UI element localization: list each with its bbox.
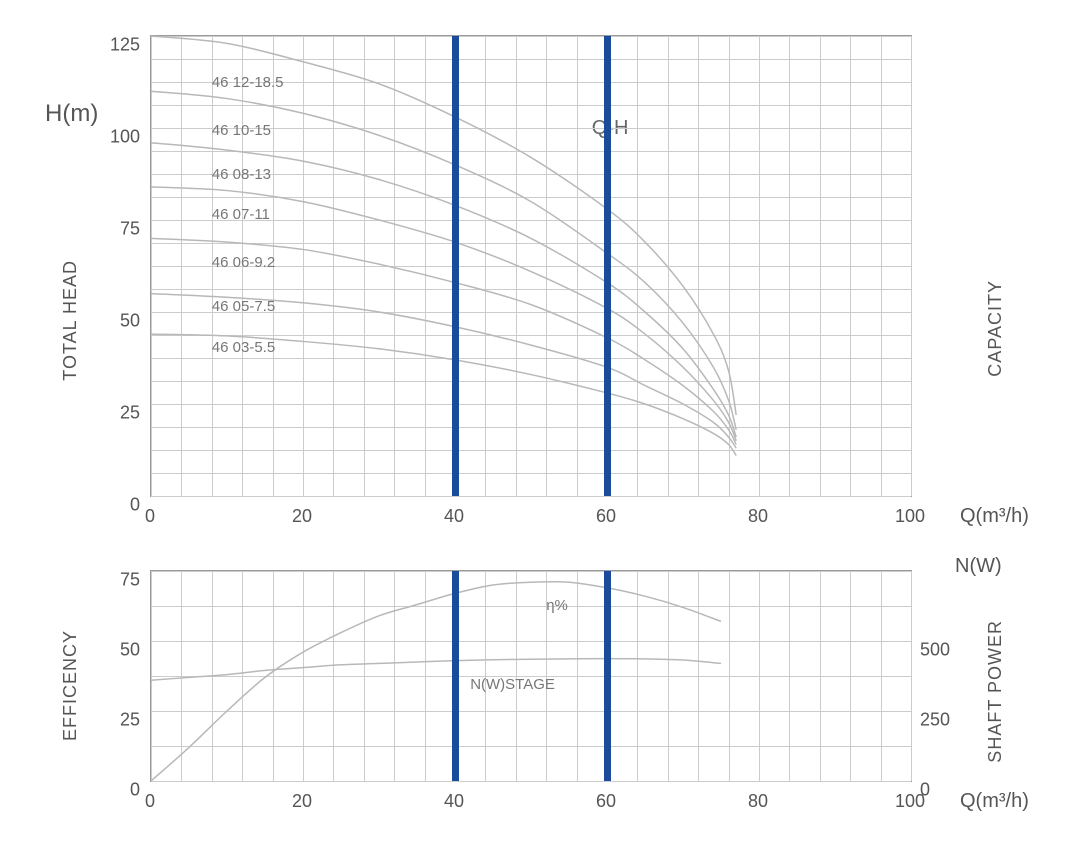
series-label: 46 10-15 (212, 122, 271, 139)
x-tick: 60 (596, 506, 616, 527)
chart1-y-ticks: 0255075100125 (0, 35, 150, 495)
x-tick: 100 (895, 506, 925, 527)
y-tick: 50 (120, 311, 140, 332)
y2-tick: 250 (920, 710, 950, 731)
x-tick: 80 (748, 506, 768, 527)
x-tick: 40 (444, 791, 464, 812)
x-tick: 20 (292, 506, 312, 527)
chart2-x-label: Q(m³/h) (960, 790, 1029, 813)
y-tick: 0 (130, 495, 140, 516)
chart1-x-label: Q(m³/h) (960, 505, 1029, 528)
y-tick: 25 (120, 710, 140, 731)
y-tick: 50 (120, 640, 140, 661)
x-tick: 100 (895, 791, 925, 812)
chart1-x-ticks: 020406080100 (150, 500, 910, 530)
capacity-marker (604, 571, 611, 781)
series-label: 46 05-7.5 (212, 298, 275, 315)
y-tick: 75 (120, 219, 140, 240)
qh-chart: Q-H 46 12-18.546 10-1546 08-1346 07-1146… (150, 35, 912, 497)
y-tick: 100 (110, 127, 140, 148)
series-label: 46 08-13 (212, 166, 271, 183)
series-label: N(W)STAGE (470, 676, 555, 693)
capacity-marker (452, 36, 459, 496)
capacity-marker (604, 36, 611, 496)
chart1-right-label: CAPACITY (985, 280, 1006, 377)
y-tick: 0 (130, 780, 140, 801)
x-tick: 0 (145, 506, 155, 527)
series-label: 46 06-9.2 (212, 254, 275, 271)
x-tick: 80 (748, 791, 768, 812)
efficiency-power-chart: η% N(W)STAGE (150, 570, 912, 782)
capacity-marker (452, 571, 459, 781)
series-label: η% (546, 597, 568, 614)
y-tick: 75 (120, 570, 140, 591)
y2-tick: 500 (920, 640, 950, 661)
y-tick: 25 (120, 403, 140, 424)
x-tick: 20 (292, 791, 312, 812)
series-label: 46 03-5.5 (212, 339, 275, 356)
x-tick: 40 (444, 506, 464, 527)
y-tick: 125 (110, 35, 140, 56)
x-tick: 0 (145, 791, 155, 812)
chart2-x-ticks: 020406080100 (150, 785, 910, 815)
chart2-y-ticks: 0255075 (0, 570, 150, 780)
x-tick: 60 (596, 791, 616, 812)
chart2-y2-ticks: 0250500 (910, 570, 990, 780)
series-label: 46 07-11 (212, 206, 270, 223)
series-label: 46 12-18.5 (212, 74, 284, 91)
